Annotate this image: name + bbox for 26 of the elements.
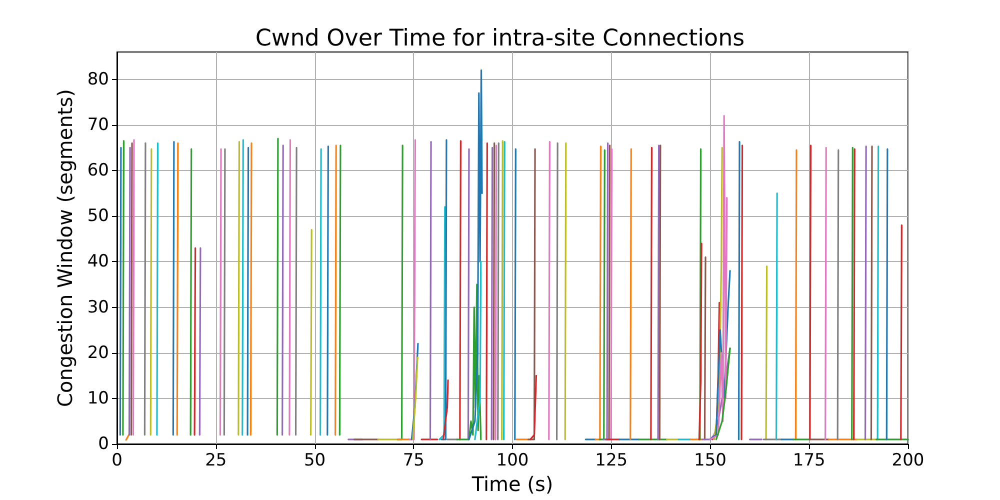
- y-tick-label: 30: [87, 297, 109, 318]
- y-tick-label: 20: [87, 342, 109, 363]
- y-axis-title: Congestion Window (segments): [53, 89, 77, 407]
- x-tick-label: 50: [304, 450, 326, 470]
- y-tick-label: 10: [87, 388, 109, 408]
- x-tick-label: 100: [496, 450, 529, 470]
- line-series: [715, 347, 731, 440]
- x-axis-title: Time (s): [470, 472, 554, 496]
- line-series: [468, 69, 483, 440]
- y-tick-label: 70: [87, 114, 109, 135]
- y-tick-label: 0: [98, 434, 109, 454]
- x-tick-label: 75: [402, 450, 424, 470]
- y-tick-label: 50: [87, 206, 109, 226]
- line-series: [713, 146, 723, 440]
- y-tick-label: 40: [87, 252, 109, 272]
- y-tick-label: 80: [87, 69, 109, 90]
- x-tick-label: 125: [595, 450, 628, 470]
- y-tick-label: 60: [87, 160, 109, 181]
- x-tick-label: 150: [694, 450, 726, 470]
- line-series: [456, 284, 482, 440]
- chart-title: Cwnd Over Time for intra-site Connections: [255, 26, 745, 52]
- x-tick-label: 175: [792, 450, 826, 470]
- line-series: [709, 115, 728, 440]
- x-tick-label: 25: [205, 450, 227, 470]
- x-tick-label: 0: [112, 450, 122, 470]
- x-tick-label: 200: [892, 450, 924, 470]
